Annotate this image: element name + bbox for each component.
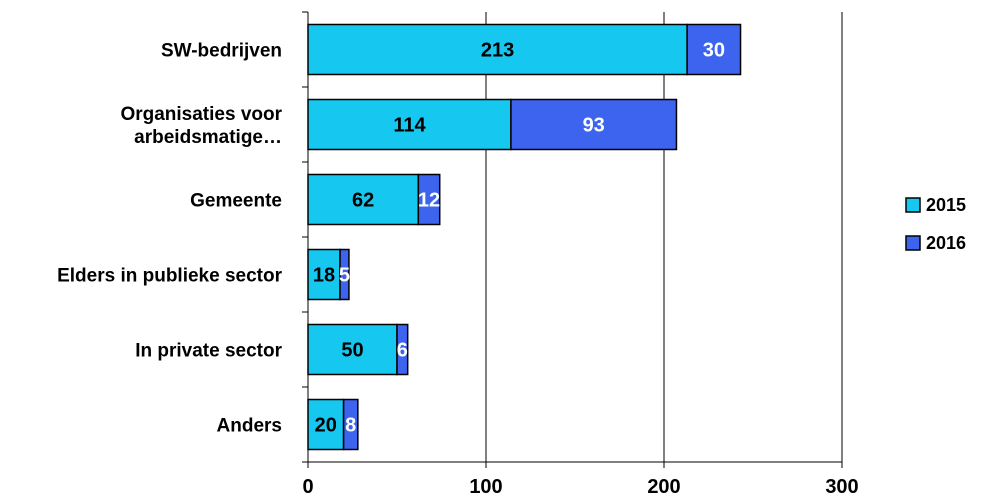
data-label: 12 [418,190,440,212]
legend-label: 2015 [926,195,966,215]
bar-2015 [307,248,341,301]
gridlines [485,12,843,462]
data-label: 93 [583,115,605,137]
data-label: 8 [345,415,356,437]
data-label: 30 [703,40,725,62]
data-label: 20 [315,415,337,437]
axes: 0 100 200 300 [302,11,859,498]
category-label: In private sector [135,341,282,362]
bar-2016 [510,98,678,151]
x-tick-label: 200 [647,476,680,498]
category-label: arbeidsmatige… [134,127,282,148]
category-label: SW-bedrijven [161,41,282,62]
data-label: 213 [481,40,514,62]
data-label: 62 [352,190,374,212]
legend: 2015 2016 [905,195,966,253]
bar-2015 [307,98,512,151]
bar-2016 [339,248,350,301]
bars [307,23,742,451]
bar-2015 [307,323,398,376]
data-label: 6 [397,340,408,362]
labels: 213 30 SW-bedrijven 114 93 Organisaties voora… [57,40,725,437]
legend-swatch-2015 [905,197,921,213]
legend-swatch-2016 [905,235,921,251]
bar-2015 [307,173,420,226]
data-label: 5 [339,265,350,287]
category-label: Organisaties voor [120,104,282,125]
bar-2016 [686,23,742,76]
data-label: 114 [393,115,426,137]
data-label: 18 [313,265,335,287]
x-tick-label: 0 [302,476,313,498]
data-label: 50 [341,340,363,362]
bar-2016 [396,323,409,376]
x-tick-label: 100 [469,476,502,498]
bar-2016 [342,398,359,451]
bar-2016 [417,173,441,226]
category-label: Anders [217,416,282,437]
category-label: Elders in publieke sector [57,266,283,287]
x-tick-label: 300 [825,476,858,498]
bar-2015 [307,23,688,76]
category-label: Gemeente [190,191,282,212]
legend-label: 2016 [926,233,966,253]
